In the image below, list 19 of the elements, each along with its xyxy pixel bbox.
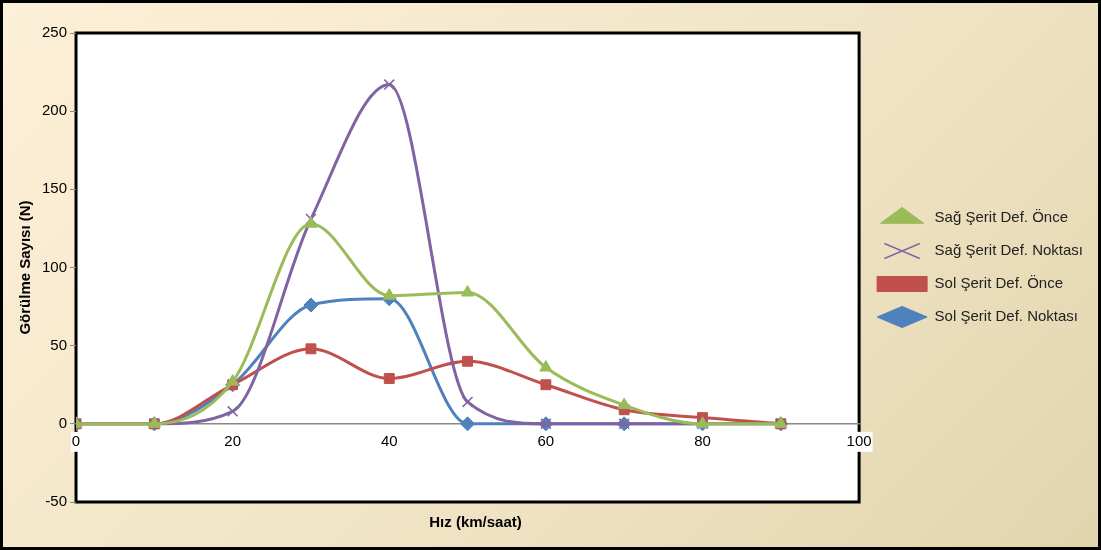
legend-label: Sağ Şerit Def. Önce <box>934 208 1069 226</box>
x-tick-label: 60 <box>537 431 555 449</box>
x-tick-label: 40 <box>380 431 398 449</box>
y-tick-label: 200 <box>42 101 68 119</box>
y-tick-label: 100 <box>42 257 68 275</box>
legend-label: Sol Şerit Def. Noktası <box>934 307 1078 325</box>
y-tick-label: 0 <box>58 413 68 431</box>
y-tick-label: 50 <box>50 335 68 353</box>
legend-label: Sağ Şerit Def. Noktası <box>934 241 1084 259</box>
x-tick-label: 20 <box>224 431 241 449</box>
y-tick-label: -50 <box>45 492 68 510</box>
x-tick-label: 0 <box>71 431 81 449</box>
x-axis-title: Hız (km/saat) <box>428 513 523 530</box>
y-tick-label: 250 <box>42 23 68 41</box>
legend-label: Sol Şerit Def. Önce <box>934 274 1063 292</box>
y-tick-label: 150 <box>42 179 68 197</box>
x-tick-label: 80 <box>694 431 711 449</box>
y-axis-title: Görülme Sayısı (N) <box>16 200 34 335</box>
x-tick-label: 100 <box>846 431 872 449</box>
